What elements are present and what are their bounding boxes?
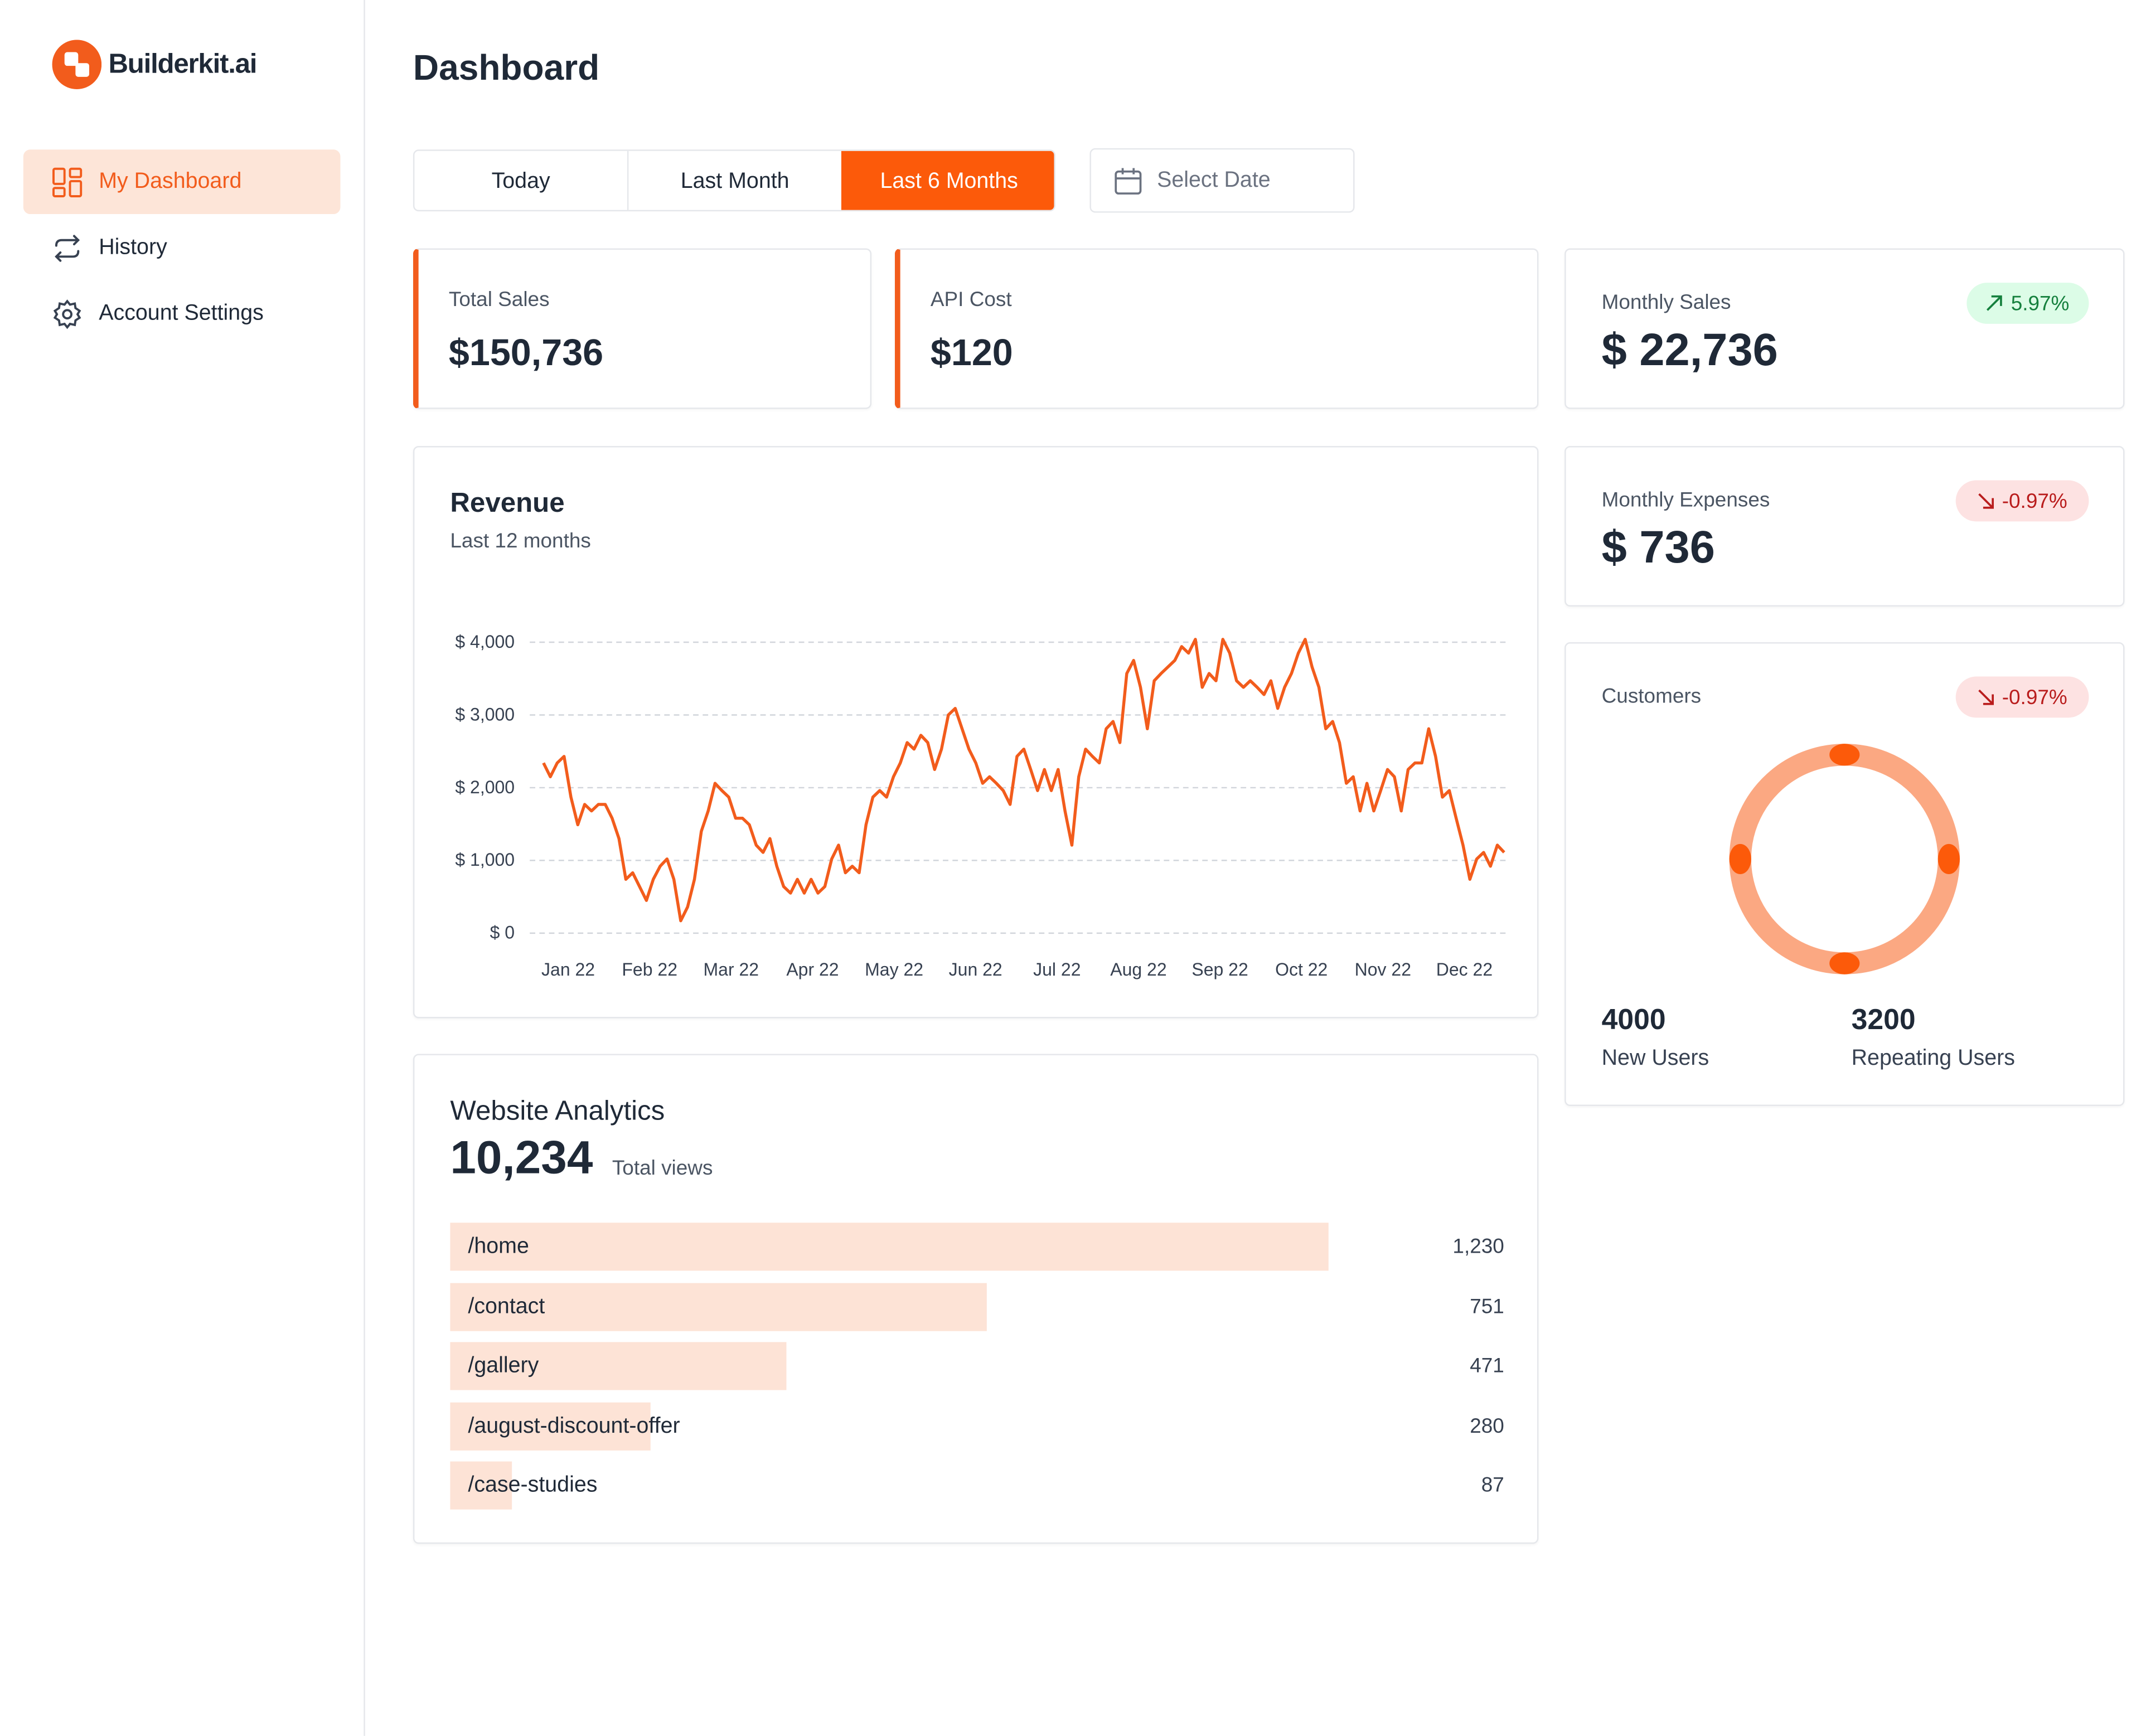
x-tick-label: May 22	[865, 959, 923, 979]
stat-value: $ 22,736	[1601, 323, 1778, 375]
donut-dot	[1829, 744, 1860, 766]
bar	[450, 1223, 1329, 1271]
tab[interactable]: Last Month	[680, 169, 789, 193]
stat-card: Monthly Expenses $ 736 -0.97%	[1564, 445, 2125, 607]
bar-label: /case-studies	[468, 1473, 598, 1497]
x-tick-label: Aug 22	[1110, 959, 1166, 979]
customers-card: Customers -0.97% 4000 New Users 3200 Rep…	[1564, 642, 2125, 1106]
stat-card: Monthly Sales $ 22,736 5.97%	[1564, 248, 2125, 409]
donut-dot	[1829, 952, 1860, 974]
analytics-card: Website Analytics 10,234 Total views /ho…	[413, 1054, 1539, 1544]
history-icon	[55, 234, 80, 261]
dashboard-icon	[52, 167, 83, 197]
x-tick-label: Jul 22	[1033, 959, 1081, 979]
x-tick-label: Feb 22	[622, 959, 677, 979]
donut-ring	[1729, 744, 1960, 974]
metric-label: Repeating Users	[1851, 1047, 2015, 1070]
chart-title: Website Analytics	[450, 1096, 665, 1127]
tab-group: Today Last Month Last 6 Months	[413, 149, 1055, 212]
stat-card: API Cost $120	[894, 248, 1539, 409]
total-views-label: Total views	[612, 1157, 713, 1180]
sidebar: Builderkit.ai My Dashboard History Accou…	[0, 0, 365, 1736]
stat-label: API Cost	[930, 288, 1012, 312]
stat-label: Monthly Expenses	[1601, 488, 1770, 512]
donut-dot	[1937, 843, 1960, 874]
revenue-line	[542, 638, 1505, 923]
stat-label: Monthly Sales	[1601, 290, 1731, 314]
logo	[52, 40, 102, 89]
page-title: Dashboard	[413, 46, 600, 88]
bar	[450, 1461, 512, 1510]
change-badge: -0.97%	[1955, 676, 2089, 718]
stat-value: $150,736	[448, 332, 604, 374]
down-arrow	[1978, 689, 1994, 705]
x-tick-label: Mar 22	[704, 959, 759, 979]
down-arrow	[1978, 493, 1994, 509]
nav-label: My Dashboard	[99, 169, 242, 193]
bar	[450, 1342, 787, 1390]
bar-value: 280	[1470, 1414, 1504, 1438]
card-title: Customers	[1601, 685, 1702, 709]
change-value: 5.97%	[2011, 292, 2070, 315]
stat-value: $120	[930, 332, 1013, 374]
y-tick-label: $ 2,000	[455, 777, 515, 797]
stat-value: $ 736	[1601, 521, 1715, 573]
brand: Builderkit.ai	[108, 49, 257, 80]
metric-label: New Users	[1601, 1047, 1709, 1070]
bar-value: 471	[1470, 1354, 1504, 1378]
bar	[450, 1282, 987, 1331]
chart-title: Revenue	[450, 488, 565, 519]
bar-value: 1,230	[1452, 1235, 1504, 1259]
x-tick-label: Oct 22	[1275, 959, 1328, 979]
x-tick-label: Dec 22	[1436, 959, 1493, 979]
bar	[450, 1402, 651, 1450]
nav-label: Account Settings	[99, 301, 264, 325]
calendar-icon	[1115, 167, 1142, 194]
metric-value: 4000	[1601, 1004, 1666, 1036]
tab[interactable]: Today	[414, 151, 629, 210]
y-tick-label: $ 3,000	[455, 704, 515, 724]
bar-label: /august-discount-offer	[468, 1414, 680, 1438]
bar-label: /gallery	[468, 1354, 539, 1378]
x-tick-label: Jan 22	[541, 959, 595, 979]
bar-label: /home	[468, 1235, 529, 1259]
nav-item[interactable]: History	[23, 215, 341, 280]
total-views: 10,234	[450, 1132, 593, 1185]
y-tick-label: $ 4,000	[455, 632, 515, 652]
y-tick-label: $ 1,000	[455, 850, 515, 870]
nav-item[interactable]: My Dashboard	[23, 149, 341, 214]
x-tick-label: Apr 22	[786, 959, 839, 979]
stat-label: Total Sales	[448, 288, 550, 312]
chart-subtitle: Last 12 months	[450, 530, 591, 553]
line-chart: $ 0 $ 1,000 $ 2,000 $ 3,000 $ 4,000 Jan 22 Feb…	[455, 632, 1506, 979]
bar-value: 751	[1470, 1294, 1504, 1318]
x-tick-label: Sep 22	[1191, 959, 1248, 979]
date-picker[interactable]: Select Date	[1089, 148, 1355, 213]
bar-value: 87	[1481, 1473, 1504, 1497]
change-badge: -0.97%	[1955, 480, 2089, 522]
up-arrow	[1987, 295, 2003, 311]
change-value: -0.97%	[2002, 685, 2067, 709]
x-tick-label: Nov 22	[1355, 959, 1411, 979]
nav-item[interactable]: Account Settings	[23, 282, 341, 346]
tab-active[interactable]: Last 6 Months	[841, 151, 1054, 210]
y-tick-label: $ 0	[490, 923, 515, 943]
metric-value: 3200	[1851, 1004, 1916, 1036]
donut	[1729, 744, 1960, 974]
revenue-card: Revenue Last 12 months $ 0 $ 1,000 $ 2,000…	[413, 445, 1539, 1019]
date-picker-label: Select Date	[1157, 168, 1271, 192]
x-tick-label: Jun 22	[949, 959, 1002, 979]
change-value: -0.97%	[2002, 489, 2067, 513]
nav-label: History	[99, 235, 167, 259]
stat-card: Total Sales $150,736	[413, 248, 872, 409]
donut-dot	[1729, 843, 1751, 874]
bar-label: /contact	[468, 1294, 545, 1318]
settings-icon	[53, 298, 81, 328]
change-badge: 5.97%	[1966, 283, 2089, 324]
